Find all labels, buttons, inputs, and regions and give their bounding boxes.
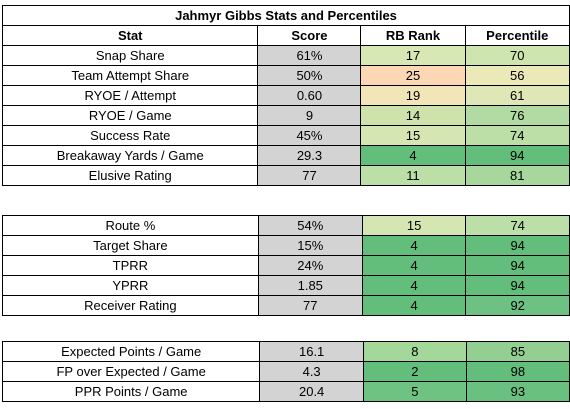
score-cell[interactable]: 9 — [257, 105, 362, 126]
table-row: Success Rate 45% 15 74 — [1, 125, 570, 146]
table-row: Route % 54% 15 74 — [2, 215, 570, 236]
header-row: Stat Score RB Rank Percentile — [1, 25, 570, 46]
percentile-cell[interactable]: 56 — [464, 65, 570, 86]
rb-rank-cell[interactable]: 15 — [360, 125, 466, 146]
percentile-cell[interactable]: 81 — [464, 165, 570, 186]
stat-cell[interactable]: Snap Share — [1, 45, 259, 66]
stat-cell[interactable]: Success Rate — [1, 125, 259, 146]
score-cell[interactable]: 0.60 — [257, 85, 362, 106]
score-cell[interactable]: 24% — [257, 255, 363, 276]
stat-cell[interactable]: FP over Expected / Game — [1, 361, 261, 382]
table-row: YPRR 1.85 4 94 — [2, 275, 570, 296]
stat-cell[interactable]: Breakaway Yards / Game — [1, 145, 259, 166]
table-row: Receiver Rating 77 4 92 — [2, 295, 570, 316]
receiving-stats-table: Route % 54% 15 74 Target Share 15% 4 94 TPRR 24% 4… — [2, 215, 570, 316]
header-stat[interactable]: Stat — [1, 25, 259, 46]
title-row: Jahmyr Gibbs Stats and Percentiles — [2, 5, 570, 26]
score-cell[interactable]: 4.3 — [259, 361, 364, 382]
rb-rank-cell[interactable]: 4 — [361, 295, 467, 316]
rb-rank-cell[interactable]: 8 — [362, 341, 467, 362]
score-cell[interactable]: 77 — [257, 295, 363, 316]
percentile-cell[interactable]: 98 — [465, 361, 570, 382]
percentile-cell[interactable]: 93 — [465, 381, 570, 402]
score-cell[interactable]: 61% — [257, 45, 362, 66]
percentile-cell[interactable]: 94 — [465, 275, 570, 296]
rushing-stats-table: Jahmyr Gibbs Stats and Percentiles Stat … — [1, 5, 570, 186]
stat-cell[interactable]: Receiver Rating — [2, 295, 259, 316]
percentile-cell[interactable]: 76 — [464, 105, 570, 126]
score-cell[interactable]: 45% — [257, 125, 362, 146]
score-cell[interactable]: 16.1 — [259, 341, 364, 362]
stat-cell[interactable]: RYOE / Attempt — [1, 85, 259, 106]
stat-cell[interactable]: Elusive Rating — [1, 165, 259, 186]
fantasy-stats-table: Expected Points / Game 16.1 8 85 FP over Exp… — [1, 341, 570, 402]
table-row: Expected Points / Game 16.1 8 85 — [1, 341, 570, 362]
rb-rank-cell[interactable]: 17 — [360, 45, 466, 66]
rb-rank-cell[interactable]: 19 — [360, 85, 466, 106]
rb-rank-cell[interactable]: 11 — [360, 165, 466, 186]
table-row: Target Share 15% 4 94 — [2, 235, 570, 256]
rb-rank-cell[interactable]: 14 — [360, 105, 466, 126]
table-row: Snap Share 61% 17 70 — [1, 45, 570, 66]
score-cell[interactable]: 77 — [257, 165, 362, 186]
score-cell[interactable]: 54% — [257, 215, 363, 236]
header-rb-rank[interactable]: RB Rank — [360, 25, 466, 46]
rb-rank-cell[interactable]: 4 — [361, 255, 467, 276]
percentile-cell[interactable]: 94 — [464, 145, 570, 166]
rb-rank-cell[interactable]: 4 — [361, 235, 467, 256]
rb-rank-cell[interactable]: 5 — [362, 381, 467, 402]
stat-cell[interactable]: YPRR — [2, 275, 259, 296]
stat-cell[interactable]: Target Share — [2, 235, 259, 256]
score-cell[interactable]: 50% — [257, 65, 362, 86]
table-title[interactable]: Jahmyr Gibbs Stats and Percentiles — [2, 5, 570, 26]
table-row: RYOE / Attempt 0.60 19 61 — [1, 85, 570, 106]
rb-rank-cell[interactable]: 2 — [362, 361, 467, 382]
rb-rank-cell[interactable]: 4 — [361, 275, 467, 296]
table-row: TPRR 24% 4 94 — [2, 255, 570, 276]
percentile-cell[interactable]: 70 — [464, 45, 570, 66]
stat-cell[interactable]: PPR Points / Game — [1, 381, 261, 402]
percentile-cell[interactable]: 94 — [465, 255, 570, 276]
table-row: Team Attempt Share 50% 25 56 — [1, 65, 570, 86]
percentile-cell[interactable]: 74 — [464, 125, 570, 146]
rb-rank-cell[interactable]: 25 — [360, 65, 466, 86]
percentile-cell[interactable]: 61 — [464, 85, 570, 106]
percentile-cell[interactable]: 74 — [465, 215, 570, 236]
table-row: Breakaway Yards / Game 29.3 4 94 — [1, 145, 570, 166]
percentile-cell[interactable]: 94 — [465, 235, 570, 256]
table-row: PPR Points / Game 20.4 5 93 — [1, 381, 570, 402]
percentile-cell[interactable]: 92 — [465, 295, 570, 316]
rb-rank-cell[interactable]: 4 — [360, 145, 466, 166]
table-row: FP over Expected / Game 4.3 2 98 — [1, 361, 570, 382]
percentile-cell[interactable]: 85 — [465, 341, 570, 362]
header-percentile[interactable]: Percentile — [464, 25, 570, 46]
score-cell[interactable]: 20.4 — [259, 381, 364, 402]
stat-cell[interactable]: Expected Points / Game — [1, 341, 261, 362]
stat-cell[interactable]: TPRR — [2, 255, 259, 276]
stat-cell[interactable]: Team Attempt Share — [1, 65, 259, 86]
table-row: RYOE / Game 9 14 76 — [1, 105, 570, 126]
stat-cell[interactable]: Route % — [2, 215, 259, 236]
rb-rank-cell[interactable]: 15 — [361, 215, 467, 236]
table-row: Elusive Rating 77 11 81 — [1, 165, 570, 186]
score-cell[interactable]: 1.85 — [257, 275, 363, 296]
score-cell[interactable]: 29.3 — [257, 145, 362, 166]
header-score[interactable]: Score — [257, 25, 362, 46]
stat-cell[interactable]: RYOE / Game — [1, 105, 259, 126]
score-cell[interactable]: 15% — [257, 235, 363, 256]
